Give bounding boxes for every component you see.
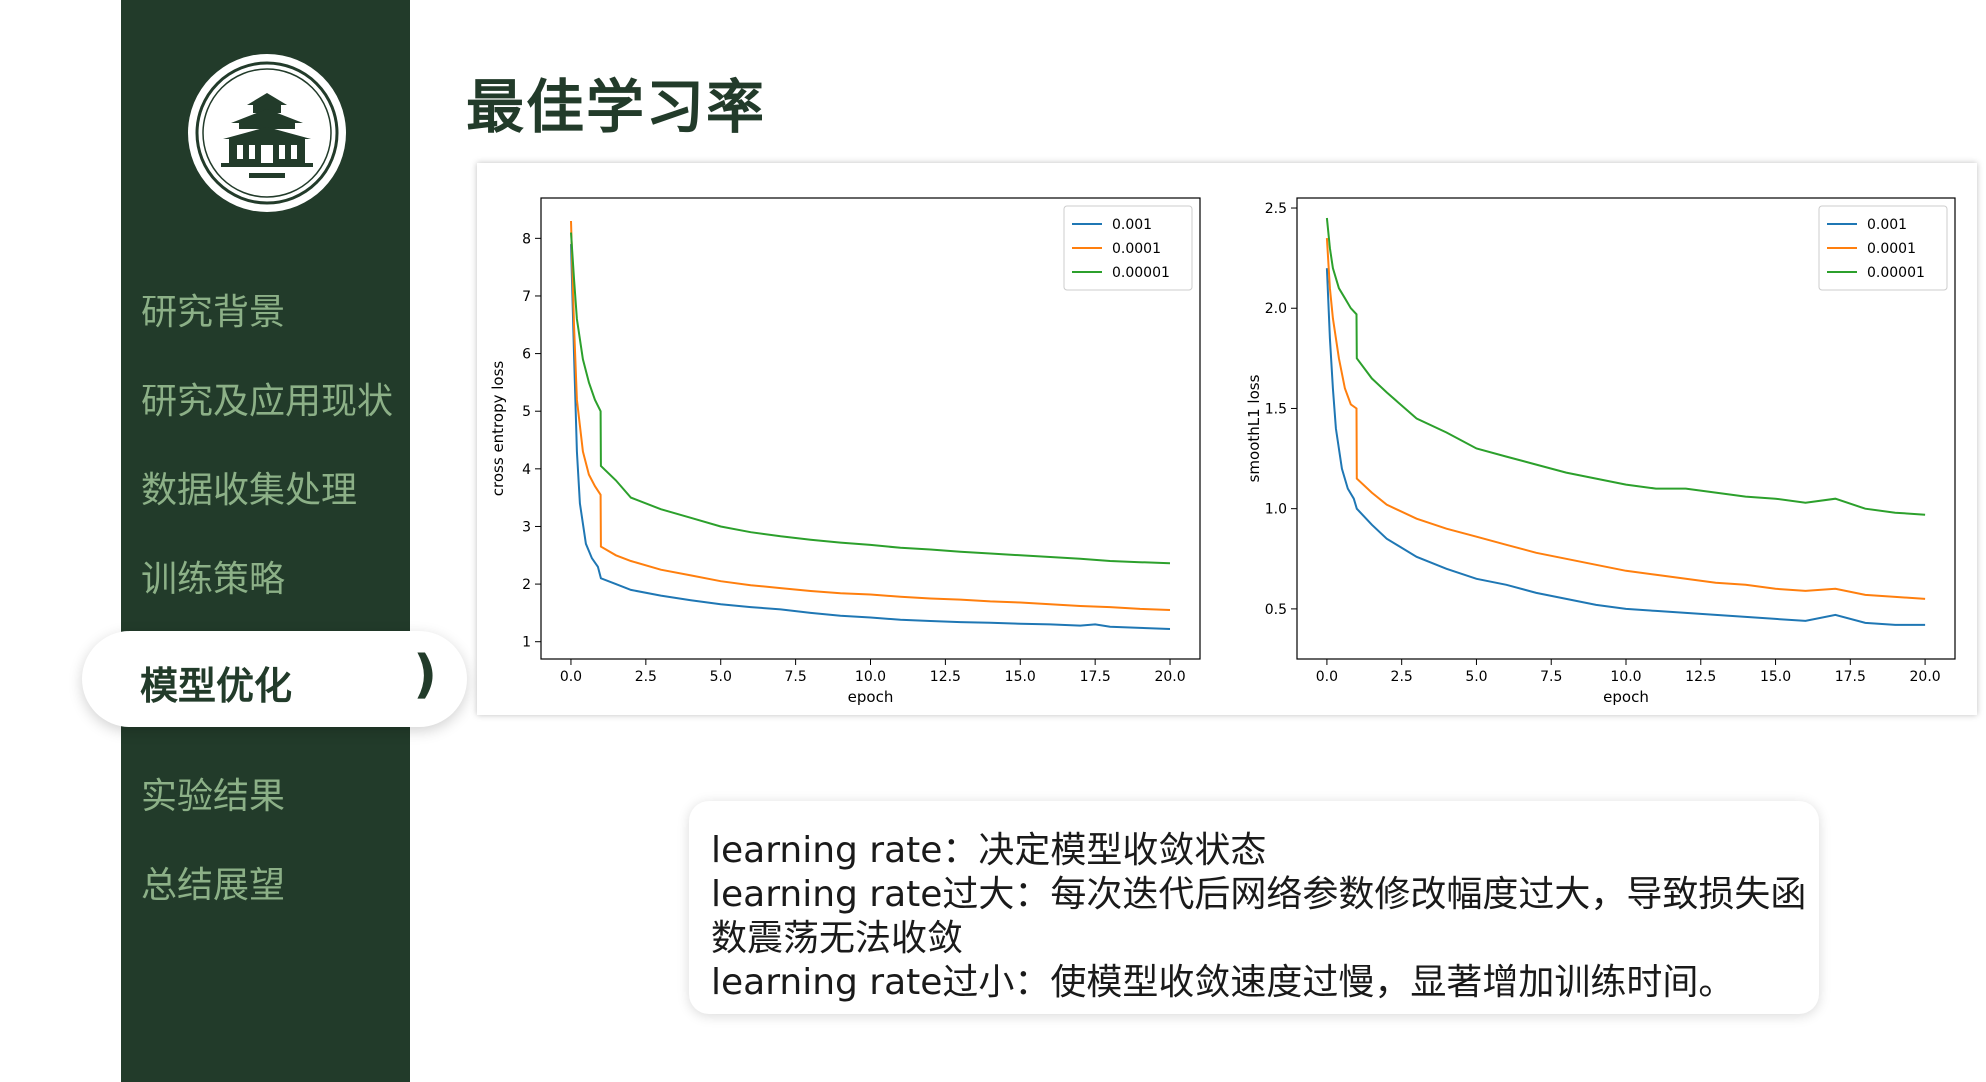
legend-label: 0.001 xyxy=(1112,217,1152,233)
legend-label: 0.0001 xyxy=(1867,241,1916,257)
legend-label: 0.001 xyxy=(1867,217,1907,233)
series-line-0.001 xyxy=(1325,268,1926,626)
legend-box xyxy=(1063,205,1193,291)
x-tick-label: 7.5 xyxy=(1540,669,1562,685)
y-tick-label: 8 xyxy=(522,231,531,247)
note-line-3: 数震荡无法收敛 xyxy=(711,918,964,959)
x-tick-label: 7.5 xyxy=(784,669,806,685)
y-tick-label: 5 xyxy=(522,404,531,420)
x-tick-label: 10.0 xyxy=(855,669,886,685)
x-tick-label: 12.5 xyxy=(930,669,961,685)
series-line-0.00001 xyxy=(1325,217,1926,516)
series-line-0.00001 xyxy=(570,232,1171,565)
x-axis-label: epoch xyxy=(848,688,894,706)
x-tick-label: 0.0 xyxy=(1316,669,1338,685)
y-tick-label: 6 xyxy=(522,347,531,363)
y-tick-label: 7 xyxy=(522,289,531,305)
x-axis-label: epoch xyxy=(1603,688,1649,706)
x-tick-label: 10.0 xyxy=(1610,669,1641,685)
y-axis-label: cross entropy loss xyxy=(489,361,507,497)
x-tick-label: 5.0 xyxy=(1465,669,1487,685)
note-line-1: learning rate：决定模型收敛状态 xyxy=(711,830,1267,871)
x-tick-label: 17.5 xyxy=(1835,669,1866,685)
nav-item-data-processing[interactable]: 数据收集处理 xyxy=(141,470,358,511)
y-tick-label: 3 xyxy=(522,519,531,535)
note-line-4: learning rate过小：使模型收敛速度过慢，显著增加训练时间。 xyxy=(711,962,1735,1003)
nav-item-research-status[interactable]: 研究及应用现状 xyxy=(141,381,394,422)
y-axis-label: smoothL1 loss xyxy=(1245,374,1263,482)
x-tick-label: 17.5 xyxy=(1080,669,1111,685)
legend-label: 0.00001 xyxy=(1867,265,1925,281)
legend-box xyxy=(1818,205,1948,291)
x-tick-label: 5.0 xyxy=(710,669,732,685)
nav-item-training-strategy[interactable]: 训练策略 xyxy=(141,559,286,600)
loss-charts: 0.0 2.5 5.0 7.5 10.0 12.5 15.0 17.5 20.0 1 2 3 4 5 6 7 8… xyxy=(489,197,1956,706)
nav-item-model-optimization[interactable]: 模型优化 ) xyxy=(82,631,467,727)
y-tick-label: 1.0 xyxy=(1265,502,1287,518)
x-tick-label: 15.0 xyxy=(1760,669,1791,685)
x-tick-label: 20.0 xyxy=(1910,669,1941,685)
legend-label: 0.0001 xyxy=(1112,241,1161,257)
series-line-0.0001 xyxy=(570,220,1171,611)
x-tick-label: 15.0 xyxy=(1005,669,1036,685)
loss-figure: 0.0 2.5 5.0 7.5 10.0 12.5 15.0 17.5 20.0 1 2 3 4 5 6 7 8… xyxy=(477,163,1977,715)
legend-label: 0.00001 xyxy=(1112,265,1170,281)
nav-active-label: 模型优化 xyxy=(140,664,293,708)
x-tick-label: 0.0 xyxy=(560,669,582,685)
notes-box: learning rate：决定模型收敛状态 learning rate过大：每… xyxy=(689,801,1819,1014)
y-tick-label: 1 xyxy=(522,635,531,651)
x-tick-label: 20.0 xyxy=(1154,669,1185,685)
sidebar: 研究背景 研究及应用现状 数据收集处理 训练策略 实验结果 总结展望 xyxy=(121,0,410,1082)
page-title: 最佳学习率 xyxy=(466,73,767,141)
series-line-0.0001 xyxy=(1325,238,1926,600)
university-logo xyxy=(188,54,346,212)
x-tick-label: 2.5 xyxy=(1391,669,1413,685)
nav-item-experiment-results[interactable]: 实验结果 xyxy=(141,776,286,817)
x-tick-label: 12.5 xyxy=(1685,669,1716,685)
note-line-2: learning rate过大：每次迭代后网络参数修改幅度过大，导致损失函 xyxy=(711,874,1807,915)
y-tick-label: 1.5 xyxy=(1265,401,1287,417)
y-tick-label: 0.5 xyxy=(1265,602,1287,618)
nav-item-research-background[interactable]: 研究背景 xyxy=(141,292,286,333)
y-tick-label: 2.0 xyxy=(1265,301,1287,317)
y-tick-label: 2.5 xyxy=(1265,201,1287,217)
nav-item-summary[interactable]: 总结展望 xyxy=(141,865,286,906)
y-tick-label: 2 xyxy=(522,577,531,593)
series-line-0.001 xyxy=(570,244,1171,630)
nav-active-paren: ) xyxy=(413,645,437,705)
x-tick-label: 2.5 xyxy=(635,669,657,685)
y-tick-label: 4 xyxy=(522,462,531,478)
